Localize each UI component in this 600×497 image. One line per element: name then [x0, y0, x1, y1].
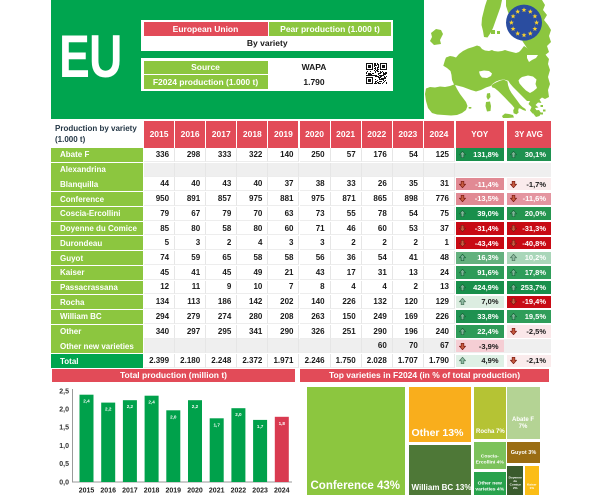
svg-text:2,0: 2,0	[235, 412, 242, 417]
svg-text:1,7: 1,7	[214, 422, 221, 427]
svg-text:1,8: 1,8	[279, 421, 286, 426]
svg-text:2,0: 2,0	[170, 414, 177, 419]
svg-text:2022: 2022	[231, 488, 247, 495]
svg-text:2,4: 2,4	[83, 399, 90, 404]
svg-text:2019: 2019	[166, 488, 182, 495]
svg-text:2018: 2018	[144, 488, 160, 495]
svg-text:2024: 2024	[274, 488, 290, 495]
svg-text:2021: 2021	[209, 488, 225, 495]
svg-text:1,7: 1,7	[257, 424, 264, 429]
svg-text:2020: 2020	[187, 488, 203, 495]
svg-text:2,0: 2,0	[59, 407, 69, 414]
svg-text:2,2: 2,2	[105, 407, 112, 412]
svg-text:1,0: 1,0	[59, 443, 69, 450]
svg-text:2017: 2017	[122, 488, 138, 495]
svg-text:2,2: 2,2	[192, 404, 199, 409]
svg-text:2,4: 2,4	[148, 400, 155, 405]
svg-text:2016: 2016	[100, 488, 116, 495]
svg-text:0,0: 0,0	[59, 479, 69, 486]
svg-text:1,5: 1,5	[59, 425, 69, 432]
svg-text:2023: 2023	[252, 488, 268, 495]
svg-text:0,5: 0,5	[59, 461, 69, 468]
svg-text:2,2: 2,2	[127, 404, 134, 409]
svg-text:2,5: 2,5	[59, 388, 69, 395]
svg-text:2015: 2015	[79, 488, 95, 495]
